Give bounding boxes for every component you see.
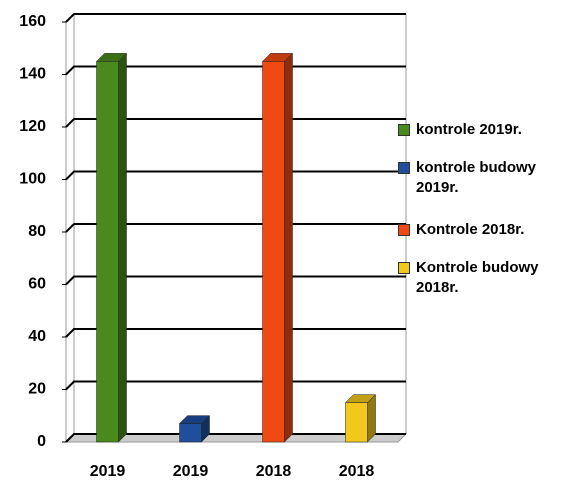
y-tick-label: 120 bbox=[19, 118, 46, 135]
legend-label: kontrole 2019r. bbox=[416, 121, 522, 138]
y-tick-label: 0 bbox=[37, 433, 46, 450]
bar-side bbox=[284, 52, 293, 443]
x-tick-label: 2018 bbox=[256, 463, 292, 480]
grid-line bbox=[65, 65, 406, 76]
y-tick-label: 40 bbox=[28, 328, 46, 345]
grid-line bbox=[65, 13, 406, 23]
grid-line bbox=[65, 380, 406, 391]
y-tick-label: 60 bbox=[28, 276, 46, 293]
y-tick-label: 160 bbox=[19, 13, 46, 30]
bar bbox=[179, 423, 202, 443]
grid-line bbox=[65, 223, 406, 233]
legend-label: Kontrole budowy 2018r. bbox=[416, 259, 539, 296]
legend-swatch bbox=[398, 162, 410, 174]
bar bbox=[96, 61, 119, 443]
grid-line bbox=[65, 118, 406, 128]
grid-line bbox=[65, 433, 406, 443]
legend-entry: Kontrole 2018r. bbox=[398, 220, 582, 240]
legend-swatch bbox=[398, 124, 410, 136]
y-tick-label: 20 bbox=[28, 381, 46, 398]
x-tick-label: 2019 bbox=[173, 463, 209, 480]
legend-entry: kontrole 2019r. bbox=[398, 120, 582, 140]
grid-line bbox=[65, 328, 406, 338]
y-tick-label: 140 bbox=[19, 66, 46, 83]
bar bbox=[345, 402, 368, 443]
legend-swatch bbox=[398, 224, 410, 236]
legend-entry: Kontrole budowy 2018r. bbox=[398, 258, 582, 298]
legend-swatch bbox=[398, 262, 410, 274]
grid-line bbox=[65, 170, 406, 181]
legend-label: Kontrole 2018r. bbox=[416, 221, 525, 238]
bar bbox=[262, 61, 285, 443]
x-tick-label: 2019 bbox=[90, 463, 126, 480]
grid-line bbox=[65, 275, 406, 286]
legend-label: kontrole budowy 2019r. bbox=[416, 159, 536, 196]
legend-entry: kontrole budowy 2019r. bbox=[398, 158, 582, 198]
bar-side bbox=[118, 52, 127, 443]
y-tick-label: 80 bbox=[28, 223, 46, 240]
x-tick-label: 2018 bbox=[339, 463, 375, 480]
y-tick-label: 100 bbox=[19, 171, 46, 188]
